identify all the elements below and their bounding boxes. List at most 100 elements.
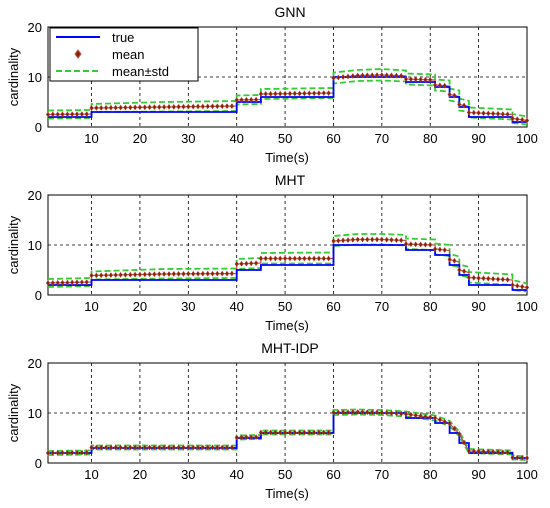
mean-marker — [195, 270, 201, 277]
mean-marker — [311, 255, 317, 262]
mean-marker — [147, 271, 152, 278]
mean-marker — [389, 72, 394, 79]
mean-marker — [471, 274, 476, 281]
x-tick-label: 90 — [471, 467, 485, 482]
mean-marker — [331, 409, 336, 416]
x-tick-label: 100 — [516, 131, 538, 146]
mean-marker — [84, 111, 89, 118]
mean-marker — [103, 272, 109, 279]
mean-marker — [152, 271, 157, 278]
y-tick-label: 20 — [28, 20, 42, 35]
mean-marker — [495, 448, 501, 456]
mean-marker — [495, 276, 501, 283]
mean-marker — [297, 90, 302, 97]
mean-marker — [311, 429, 317, 436]
mean-marker — [234, 96, 239, 104]
panel-title-mht-idp: MHT-IDP — [261, 340, 319, 356]
mean-marker — [161, 103, 167, 111]
mean-marker — [500, 111, 505, 118]
mean-marker — [268, 90, 273, 97]
mean-marker — [278, 90, 283, 97]
mean-marker — [132, 444, 138, 451]
mean-marker — [365, 72, 370, 79]
mean-marker — [355, 72, 360, 79]
mean-marker — [457, 101, 462, 108]
legend: true mean mean±std — [49, 27, 199, 82]
mean-marker — [365, 409, 370, 416]
mean-marker — [220, 270, 225, 277]
mean-marker — [118, 444, 123, 451]
mean-marker — [108, 104, 114, 111]
mean-marker — [268, 429, 273, 436]
mean-marker — [74, 449, 80, 456]
mean-marker — [340, 237, 346, 244]
mean-marker — [171, 444, 176, 451]
mean-marker — [292, 255, 297, 262]
x-tick-label: 80 — [423, 467, 437, 482]
mean-marker — [70, 449, 75, 456]
mean-marker — [403, 410, 409, 418]
mean-marker — [99, 104, 104, 111]
mean-marker — [370, 236, 375, 243]
mean-marker — [166, 103, 172, 110]
mean-marker — [224, 270, 230, 277]
mean-marker — [215, 103, 220, 110]
x-tick-label: 30 — [181, 299, 195, 314]
mean-marker — [389, 410, 394, 417]
mean-marker — [50, 111, 55, 118]
mean-marker — [316, 255, 322, 262]
mean-marker — [379, 409, 384, 416]
mean-marker — [350, 409, 355, 416]
x-tick-label: 50 — [278, 299, 292, 314]
mean-marker — [394, 237, 399, 244]
mean-marker — [379, 236, 384, 243]
mean-marker — [132, 271, 138, 278]
mean-marker — [84, 449, 89, 456]
y-tick-label: 20 — [28, 356, 42, 371]
mean-marker — [370, 72, 375, 79]
mean-marker — [302, 255, 307, 262]
panel-title-gnn: GNN — [274, 4, 305, 20]
mean-marker — [94, 272, 99, 279]
mean-marker — [263, 429, 268, 436]
mean-marker — [229, 270, 235, 277]
mean-marker — [500, 276, 505, 283]
mean-marker — [191, 103, 196, 110]
mean-marker — [176, 270, 181, 277]
x-tick-label: 70 — [375, 131, 389, 146]
mean-marker — [50, 279, 55, 286]
mean-marker — [476, 109, 481, 116]
mean-marker — [399, 410, 404, 417]
mean-marker — [258, 90, 264, 98]
mean-marker — [413, 412, 418, 419]
mean-marker — [195, 444, 201, 451]
mean-marker — [128, 104, 133, 111]
mean-marker — [94, 444, 99, 451]
mean-marker — [55, 449, 60, 456]
mean-marker — [486, 275, 491, 282]
x-tick-label: 10 — [84, 131, 98, 146]
x-tick-label: 100 — [516, 467, 538, 482]
mean-marker — [113, 271, 118, 279]
mean-marker — [466, 447, 472, 455]
mean-marker — [113, 104, 118, 111]
mean-marker — [331, 74, 336, 82]
mean-marker — [205, 103, 210, 110]
mean-marker — [147, 104, 152, 111]
mean-marker — [258, 255, 264, 262]
mean-marker — [510, 454, 515, 461]
mean-marker — [244, 96, 249, 103]
mean-marker — [360, 72, 365, 79]
mean-marker — [505, 111, 510, 118]
mean-marker — [55, 279, 60, 286]
mean-marker — [471, 109, 476, 116]
mean-marker — [379, 71, 384, 79]
x-tick-label: 40 — [229, 467, 243, 482]
mean-marker — [239, 434, 244, 441]
x-tick-label: 40 — [229, 299, 243, 314]
x-tick-label: 50 — [278, 131, 292, 146]
x-tick-label: 20 — [133, 467, 147, 482]
mean-marker — [399, 72, 404, 79]
mean-marker — [418, 412, 423, 420]
mean-marker — [461, 268, 467, 275]
